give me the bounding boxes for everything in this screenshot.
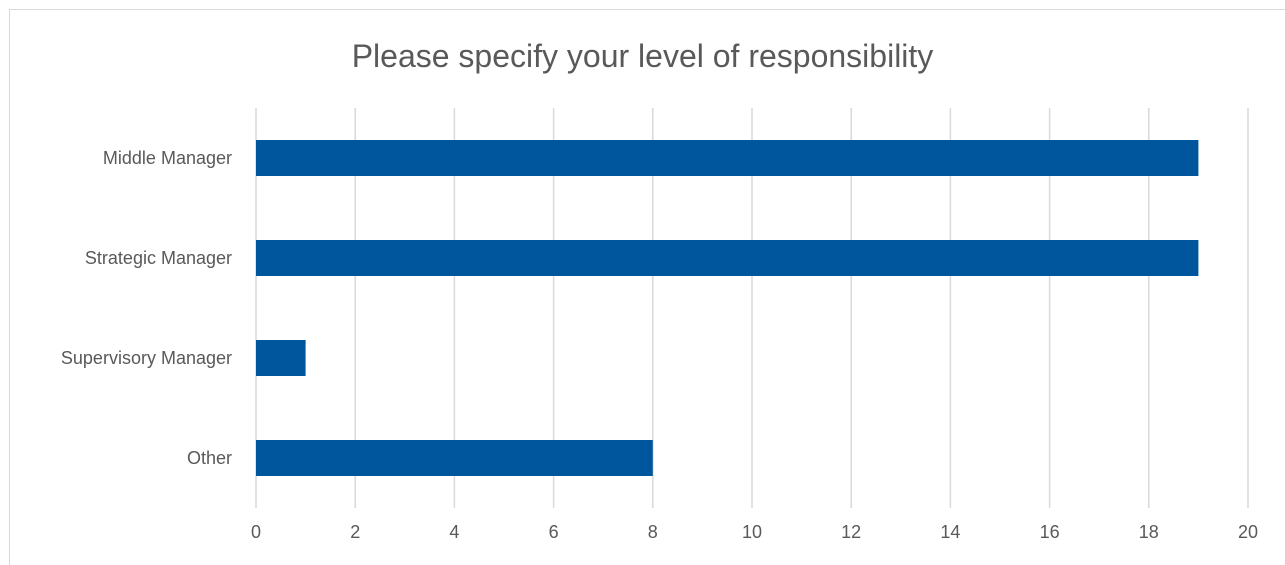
category-label: Supervisory Manager xyxy=(61,348,232,368)
x-tick-labels: 0 2 4 6 8 10 12 14 16 18 20 xyxy=(251,522,1258,542)
x-tick-label: 4 xyxy=(449,522,459,542)
x-tick-label: 2 xyxy=(350,522,360,542)
x-tick-label: 18 xyxy=(1139,522,1159,542)
x-tick-label: 0 xyxy=(251,522,261,542)
chart-title: Please specify your level of responsibil… xyxy=(351,38,934,74)
category-label: Middle Manager xyxy=(103,148,232,168)
bar xyxy=(256,140,1199,176)
x-tick-label: 6 xyxy=(549,522,559,542)
bar xyxy=(256,240,1199,276)
x-tick-label: 20 xyxy=(1238,522,1258,542)
bar xyxy=(256,340,306,376)
bar xyxy=(256,440,653,476)
category-label: Other xyxy=(187,448,232,468)
x-tick-label: 14 xyxy=(940,522,960,542)
category-labels: Middle Manager Strategic Manager Superviso… xyxy=(61,148,232,468)
x-tick-label: 8 xyxy=(648,522,658,542)
x-tick-label: 10 xyxy=(742,522,762,542)
x-tick-label: 16 xyxy=(1040,522,1060,542)
bars xyxy=(256,140,1199,476)
category-label: Strategic Manager xyxy=(85,248,232,268)
x-tick-label: 12 xyxy=(841,522,861,542)
